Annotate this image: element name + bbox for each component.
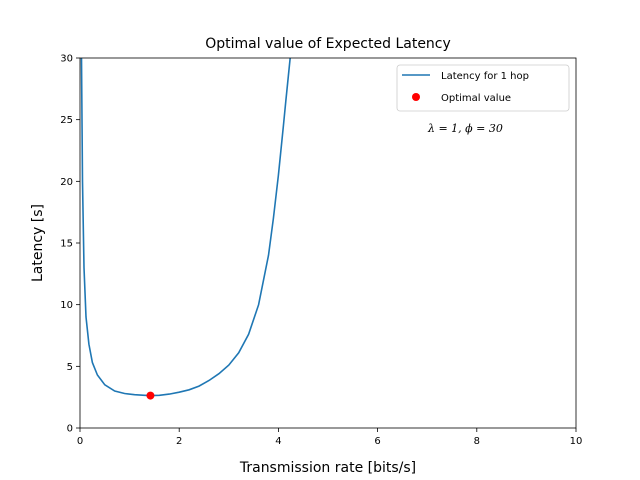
optimal-value-point bbox=[146, 391, 155, 400]
plot-frame bbox=[79, 57, 577, 429]
x-tick-label: 2 bbox=[176, 436, 182, 447]
x-tick-label: 4 bbox=[275, 436, 281, 447]
series-line-latency bbox=[80, 58, 291, 397]
legend-marker-swatch bbox=[412, 93, 420, 101]
legend: Latency for 1 hop Optimal value bbox=[396, 64, 570, 112]
y-tick-label: 15 bbox=[60, 239, 73, 250]
y-tick-label: 10 bbox=[60, 300, 73, 311]
x-tick-label: 10 bbox=[570, 436, 583, 447]
x-axis: 0 2 4 6 8 10 bbox=[77, 428, 583, 447]
x-tick-label: 6 bbox=[374, 436, 380, 447]
x-axis-label: Transmission rate [bits/s] bbox=[239, 460, 416, 476]
y-axis: 0 5 10 15 20 25 30 bbox=[60, 54, 80, 435]
y-tick-label: 5 bbox=[67, 362, 73, 373]
legend-entry-optimal: Optimal value bbox=[441, 93, 511, 104]
y-tick-label: 20 bbox=[60, 177, 73, 188]
y-tick-label: 25 bbox=[60, 115, 73, 126]
y-axis-label: Latency [s] bbox=[30, 204, 46, 282]
chart-title: Optimal value of Expected Latency bbox=[205, 36, 451, 52]
legend-box bbox=[396, 64, 570, 112]
parameter-annotation: λ = 1, ϕ = 30 bbox=[427, 122, 503, 135]
y-tick-label: 0 bbox=[67, 424, 73, 435]
legend-entry-latency: Latency for 1 hop bbox=[441, 71, 529, 82]
y-tick-label: 30 bbox=[60, 54, 73, 65]
x-tick-label: 8 bbox=[474, 436, 480, 447]
x-tick-label: 0 bbox=[77, 436, 83, 447]
